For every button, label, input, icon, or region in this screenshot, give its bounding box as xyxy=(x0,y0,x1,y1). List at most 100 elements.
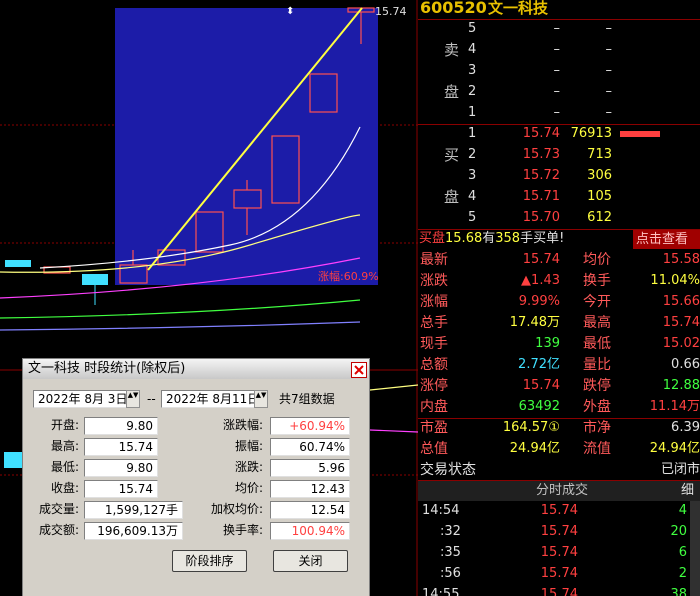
ask-price: – xyxy=(553,21,561,36)
field-label: 均价: xyxy=(234,481,263,495)
stat-value: 11.14万 xyxy=(649,399,700,414)
ask-volume: – xyxy=(605,63,613,78)
bid-volume: 612 xyxy=(587,210,612,225)
stat-label: 均价 xyxy=(583,252,611,268)
bid-volume: 105 xyxy=(587,189,612,204)
level: 2 xyxy=(468,84,477,99)
stat-label: 流值 xyxy=(583,441,611,457)
stat-label: 现手 xyxy=(420,336,448,352)
ask-price: – xyxy=(553,63,561,78)
side-label: 卖 xyxy=(444,41,460,59)
title-bar xyxy=(23,359,369,379)
stat-label: 市盈 xyxy=(420,420,448,436)
tick-volume: 2 xyxy=(678,566,687,581)
level: 3 xyxy=(468,168,477,183)
tick-time: :56 xyxy=(440,566,461,581)
kline-chart: ⬍ xyxy=(0,0,418,596)
stat-value: 24.94亿 xyxy=(509,441,560,456)
date-picker[interactable]: 2022年 8月 3日 xyxy=(33,390,127,408)
side-label: 盘 xyxy=(444,83,460,101)
field-label: 最高: xyxy=(50,439,79,453)
field-label: 开盘: xyxy=(50,418,79,432)
date-spinner[interactable]: ▲▼ xyxy=(254,390,268,408)
divider xyxy=(418,418,700,419)
stat-value: 0.66 xyxy=(671,357,700,372)
level: 4 xyxy=(468,189,477,204)
field-label: 涨跌: xyxy=(234,460,263,474)
stock-code: 600520 xyxy=(420,0,487,17)
status-label: 交易状态 xyxy=(420,462,476,478)
stat-label: 涨停 xyxy=(420,378,448,394)
close-button[interactable]: 关闭 xyxy=(273,550,348,572)
notice-link[interactable]: 点击查看 xyxy=(633,230,700,249)
tick-time: 14:55 xyxy=(422,587,460,596)
field-value: 100.94% xyxy=(270,522,350,540)
tick-price: 15.74 xyxy=(540,587,578,596)
divider xyxy=(418,19,700,20)
notice-part: 手买单! xyxy=(520,231,565,246)
tick-time: :32 xyxy=(440,524,461,539)
change-label: 涨幅:60.9% xyxy=(318,270,379,283)
stat-label: 总额 xyxy=(420,357,448,373)
stats-dialog: 文一科技 时段统计(除权后) 2022年 8月 3日 ▲▼ -- 2022年 8月11日… xyxy=(22,358,370,596)
ask-volume: – xyxy=(605,42,613,57)
bid-price: 15.70 xyxy=(522,210,560,225)
stat-label: 涨跌 xyxy=(420,273,448,289)
ticks-detail[interactable]: 细 xyxy=(681,483,695,498)
tick-price: 15.74 xyxy=(540,503,578,518)
high-label: 15.74 xyxy=(375,5,407,18)
divider xyxy=(418,480,700,481)
scrollbar xyxy=(690,501,700,596)
divider xyxy=(418,229,700,230)
stat-label: 今开 xyxy=(583,294,611,310)
field-value: 15.74 xyxy=(84,438,158,456)
field-label: 振幅: xyxy=(234,439,263,453)
ask-price: – xyxy=(553,84,561,99)
field-value: 15.74 xyxy=(84,480,158,498)
stat-value: 17.48万 xyxy=(509,315,560,330)
stat-label: 内盘 xyxy=(420,399,448,415)
stat-label: 总手 xyxy=(420,315,448,331)
field-value: 1,599,127手 xyxy=(84,501,183,519)
dialog-title: 文一科技 时段统计(除权后) xyxy=(28,361,186,376)
field-value: +60.94% xyxy=(270,417,350,435)
stat-value: 15.74 xyxy=(662,315,700,330)
field-label: 最低: xyxy=(50,460,79,474)
bid-price: 15.73 xyxy=(522,147,560,162)
stat-value: 24.94亿 xyxy=(649,441,700,456)
tick-volume: 6 xyxy=(678,545,687,560)
field-value: 12.54 xyxy=(270,501,350,519)
tick-price: 15.74 xyxy=(540,545,578,560)
bid-volume: 306 xyxy=(587,168,612,183)
notice-part: 358 xyxy=(495,231,521,246)
stat-value: 63492 xyxy=(518,399,560,414)
date-picker[interactable]: 2022年 8月11日 xyxy=(161,390,259,408)
tick-volume: 38 xyxy=(670,587,687,596)
field-label: 涨跌幅: xyxy=(222,418,263,432)
candles xyxy=(43,7,375,284)
stat-label: 跌停 xyxy=(583,378,611,394)
bid-volume: 76913 xyxy=(570,126,612,141)
volume-bar xyxy=(620,131,660,137)
field-label: 换手率: xyxy=(222,523,263,537)
field-label: 成交量: xyxy=(38,502,79,516)
stat-label: 最高 xyxy=(583,315,611,331)
stat-label: 量比 xyxy=(583,357,611,373)
stat-value: 15.66 xyxy=(662,294,700,309)
stat-label: 最新 xyxy=(420,252,448,268)
stat-label: 总值 xyxy=(420,441,448,457)
stat-value: 6.39 xyxy=(671,420,700,435)
stat-label: 外盘 xyxy=(583,399,611,415)
ask-price: – xyxy=(553,105,561,120)
stat-value: 15.74 xyxy=(522,378,560,393)
sort-button[interactable]: 阶段排序 xyxy=(172,550,247,572)
close-icon[interactable] xyxy=(351,362,367,378)
stat-value: 9.99% xyxy=(518,294,560,309)
field-value: 9.80 xyxy=(84,459,158,477)
field-value: 12.43 xyxy=(270,480,350,498)
field-value: 196,609.13万 xyxy=(84,522,183,540)
field-label: 成交额: xyxy=(38,523,79,537)
date-spinner[interactable]: ▲▼ xyxy=(126,390,140,408)
stat-label: 最低 xyxy=(583,336,611,352)
